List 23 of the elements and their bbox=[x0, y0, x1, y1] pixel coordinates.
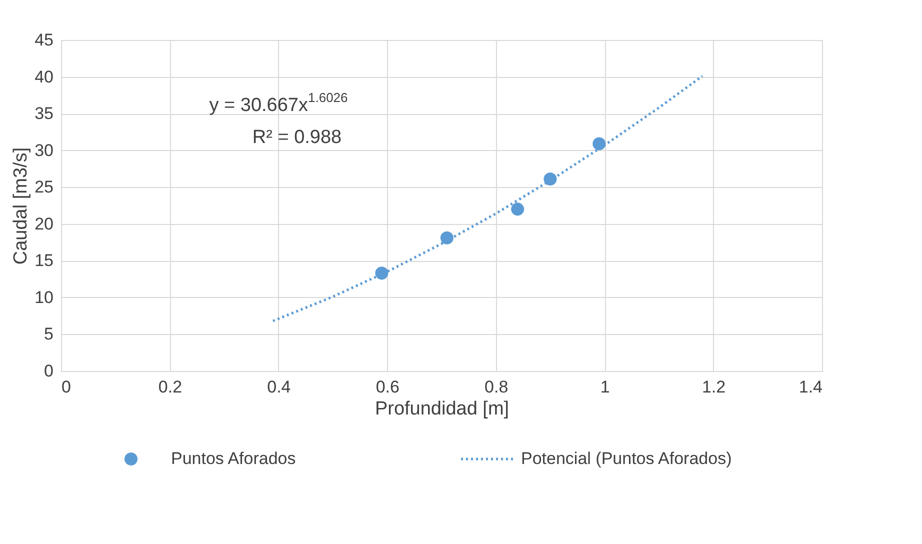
legend-label: Puntos Aforados bbox=[171, 449, 296, 468]
legend-label: Potencial (Puntos Aforados) bbox=[521, 449, 732, 468]
y-tick-label: 30 bbox=[34, 140, 54, 160]
x-tick-label: 1.2 bbox=[702, 378, 726, 396]
x-tick-label: 0.6 bbox=[376, 378, 400, 396]
x-tick-label: 0 bbox=[62, 378, 71, 396]
x-tick-label: 1.4 bbox=[798, 378, 822, 396]
x-axis-title: Profundidad [m] bbox=[374, 398, 510, 420]
x-tick-label: 1 bbox=[600, 378, 610, 396]
y-tick-label: 10 bbox=[34, 288, 54, 307]
annotation: R² = 0.988 bbox=[252, 127, 342, 148]
y-tick-label: 40 bbox=[34, 67, 54, 86]
y-tick-label: 35 bbox=[34, 104, 54, 124]
y-tick-label: 0 bbox=[44, 362, 54, 380]
y-axis-title: Caudal [m3/s] bbox=[10, 147, 32, 265]
y-tick-label: 45 bbox=[34, 30, 54, 50]
y-tick-label: 25 bbox=[34, 178, 54, 197]
x-tick-label: 0.4 bbox=[267, 378, 291, 396]
y-tick-label: 20 bbox=[34, 214, 54, 234]
x-tick-label: 0.2 bbox=[158, 378, 182, 396]
y-tick-label: 15 bbox=[34, 251, 54, 270]
y-tick-label: 5 bbox=[44, 324, 54, 344]
x-tick-label: 0.8 bbox=[484, 378, 508, 396]
